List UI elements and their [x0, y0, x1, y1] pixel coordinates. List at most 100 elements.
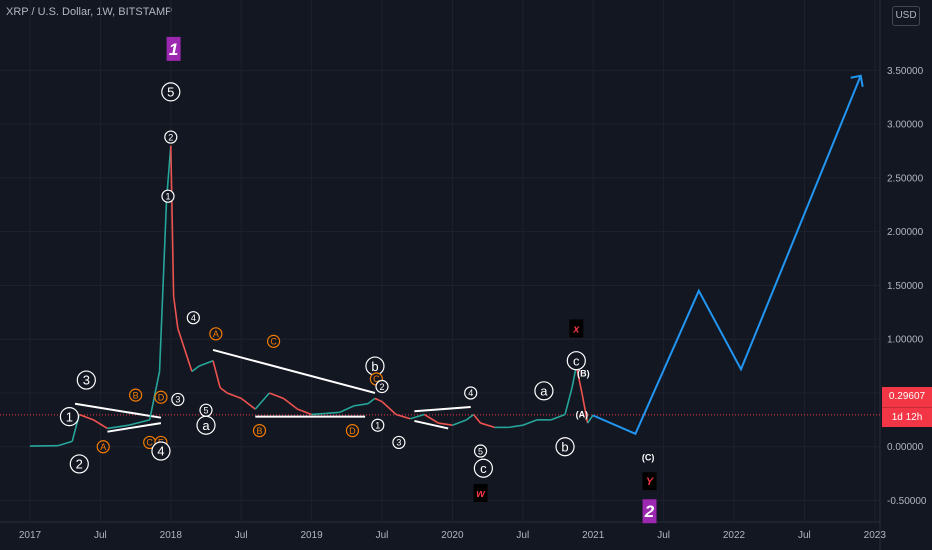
x-tick-label: 2022 — [723, 530, 746, 541]
label-circle — [161, 189, 175, 203]
chart-grid — [0, 0, 881, 550]
wave-label: a — [196, 415, 216, 435]
label-circle — [151, 441, 171, 461]
label-box — [473, 483, 488, 502]
price-segment — [107, 424, 129, 430]
wave-label: 5 — [473, 444, 488, 458]
price-segment — [128, 419, 150, 427]
price-segment — [438, 422, 453, 427]
price-segment — [325, 411, 340, 415]
currency-button[interactable]: USD — [892, 6, 920, 26]
projection-arrowhead — [850, 74, 864, 87]
y-tick-label: 3.50000 — [887, 66, 924, 77]
label-text: B — [133, 390, 139, 400]
price-segment — [367, 397, 376, 405]
label-text: 5 — [203, 405, 208, 415]
label-text: C — [373, 374, 380, 384]
y-tick-label: 1.50000 — [887, 281, 924, 292]
y-tick-label: 0.00000 — [887, 442, 924, 453]
x-tick-label: 2020 — [441, 530, 464, 541]
price-segment — [240, 397, 256, 410]
price-segment — [57, 440, 73, 447]
y-tick-label: 1.00000 — [887, 335, 924, 346]
label-text: D — [158, 393, 165, 403]
label-text: A — [213, 329, 219, 339]
label-text: 5 — [478, 446, 483, 456]
label-circle — [199, 403, 213, 417]
x-tick-label: Jul — [798, 530, 811, 541]
label-text: A — [100, 442, 106, 452]
price-segment — [452, 419, 467, 426]
label-text: c — [573, 353, 580, 368]
price-segment — [381, 400, 397, 416]
price-segment — [339, 405, 355, 414]
price-segment — [564, 387, 573, 415]
wave-label: 2 — [375, 379, 389, 394]
label-text: 4 — [468, 388, 473, 398]
label-circle — [464, 386, 478, 400]
price-series — [29, 145, 594, 447]
price-segment — [212, 360, 221, 388]
price-segment — [297, 408, 312, 416]
label-text: (B) — [577, 369, 590, 379]
x-axis: 2017 Jul 2018 Jul 2019 Jul 2020 Jul 2021 Jul 2022 J… — [19, 530, 886, 541]
trendline — [74, 402, 162, 419]
label-text: (A) — [576, 409, 589, 419]
label-box — [642, 472, 657, 491]
label-text: 1 — [169, 40, 178, 59]
label-circle — [69, 454, 89, 474]
price-segment — [78, 413, 94, 421]
wave-label: w — [473, 483, 488, 502]
label-circle — [96, 440, 110, 454]
y-tick-label: -0.50000 — [887, 496, 927, 507]
label-text: 3 — [396, 438, 401, 448]
label-circle — [473, 458, 493, 478]
wave-label: b — [365, 356, 385, 376]
x-tick-label: Jul — [657, 530, 670, 541]
label-text: 2 — [379, 382, 384, 392]
price-segment — [353, 402, 369, 407]
wave-label: C — [266, 334, 281, 348]
price-segment — [395, 413, 411, 420]
label-text: x — [572, 323, 580, 335]
label-text: 4 — [191, 313, 196, 323]
label-text: b — [371, 359, 378, 374]
wave-label: x — [569, 319, 584, 338]
wave-label: 3 — [171, 392, 185, 407]
x-tick-label: 2019 — [300, 530, 323, 541]
label-circle — [345, 424, 360, 438]
wave-label: 3 — [76, 370, 96, 390]
y-axis: 3.50000 3.00000 2.50000 2.00000 1.50000 1.000… — [887, 66, 927, 507]
label-circle — [392, 435, 406, 450]
wave-label: 2 — [164, 130, 178, 144]
label-text: 2 — [644, 502, 655, 521]
wave-label: A — [96, 440, 110, 454]
wave-label: 1 — [161, 189, 175, 203]
wave-label: (B) — [577, 369, 590, 379]
label-text: (C) — [642, 452, 655, 462]
x-tick-label: 2021 — [582, 530, 605, 541]
price-segment — [198, 359, 214, 367]
y-tick-label: 2.50000 — [887, 173, 924, 184]
x-tick-label: Jul — [94, 530, 107, 541]
label-circle — [186, 311, 200, 325]
x-tick-label: Jul — [235, 530, 248, 541]
wave-label: c — [566, 351, 586, 371]
label-circle — [171, 392, 185, 407]
label-text: a — [202, 418, 210, 433]
wave-label: A — [209, 327, 223, 341]
label-circle — [76, 370, 96, 390]
y-tick-label: 2.00000 — [887, 227, 924, 238]
wave-label: 1 — [166, 36, 181, 61]
price-segment — [586, 414, 594, 424]
price-segment — [465, 413, 475, 421]
projection-line — [592, 75, 862, 436]
label-text: 4 — [157, 444, 164, 459]
last-price-label: 0.29607 1d 12h — [882, 387, 932, 427]
wave-label: 1 — [371, 418, 385, 432]
label-text: D — [349, 426, 356, 436]
x-tick-label: Jul — [516, 530, 529, 541]
trendline — [212, 348, 376, 394]
price-segment — [575, 365, 583, 394]
